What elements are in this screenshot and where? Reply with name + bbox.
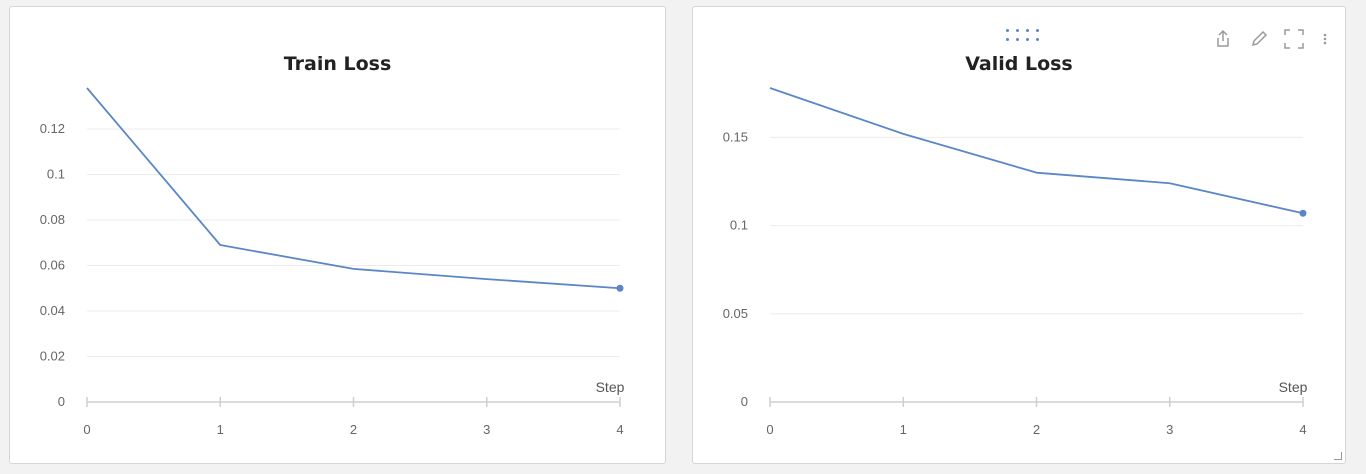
x-tick-label: 1 <box>900 422 907 437</box>
x-tick-label: 2 <box>1033 422 1040 437</box>
y-tick-label: 0.05 <box>723 306 748 321</box>
more-options-icon[interactable] <box>1317 27 1333 51</box>
x-tick-label: 4 <box>1299 422 1306 437</box>
train-loss-chart: 0 0.02 0.04 0.06 0.08 0.1 0.12 0 1 2 3 4 Step <box>40 87 625 437</box>
chart-title: Train Loss <box>283 53 392 75</box>
y-tick-label: 0.1 <box>730 218 748 233</box>
edit-icon[interactable] <box>1247 27 1271 51</box>
chart-title: Valid Loss <box>965 53 1073 75</box>
resize-handle-icon[interactable] <box>1334 452 1342 460</box>
x-tick-label: 3 <box>483 422 490 437</box>
x-tick-label: 3 <box>1166 422 1173 437</box>
x-axis-label: Step <box>596 379 625 395</box>
x-tick-label: 0 <box>766 422 773 437</box>
y-tick-label: 0.15 <box>723 129 748 144</box>
share-icon[interactable] <box>1211 27 1235 51</box>
last-point-marker[interactable] <box>1299 209 1307 217</box>
y-tick-label: 0 <box>58 394 65 409</box>
y-tick-label: 0.1 <box>47 166 65 181</box>
y-tick-label: 0.08 <box>40 212 65 227</box>
x-tick-label: 4 <box>616 422 623 437</box>
series-line <box>86 87 621 290</box>
x-tick-label: 1 <box>217 422 224 437</box>
y-tick-label: 0.02 <box>40 348 65 363</box>
x-tick-label: 2 <box>350 422 357 437</box>
chart-panel-valid-loss: Valid Loss 0 0.05 0.1 0.15 0 1 2 3 4 Step <box>692 6 1346 464</box>
last-point-marker[interactable] <box>616 284 624 292</box>
chart-panel-train-loss: Train Loss 0 0.02 0.04 0.06 0.08 0.1 0.12 0 1 2 3 4… <box>9 6 666 464</box>
y-tick-label: 0 <box>741 394 748 409</box>
y-tick-label: 0.04 <box>40 303 65 318</box>
valid-loss-chart: 0 0.05 0.1 0.15 0 1 2 3 4 Step <box>723 87 1308 437</box>
series-line <box>769 87 1304 215</box>
fullscreen-icon[interactable] <box>1282 27 1306 51</box>
x-tick-label: 0 <box>83 422 90 437</box>
drag-handle-icon[interactable] <box>1004 27 1040 43</box>
y-tick-label: 0.12 <box>40 121 65 136</box>
x-axis-label: Step <box>1279 379 1308 395</box>
y-tick-label: 0.06 <box>40 257 65 272</box>
